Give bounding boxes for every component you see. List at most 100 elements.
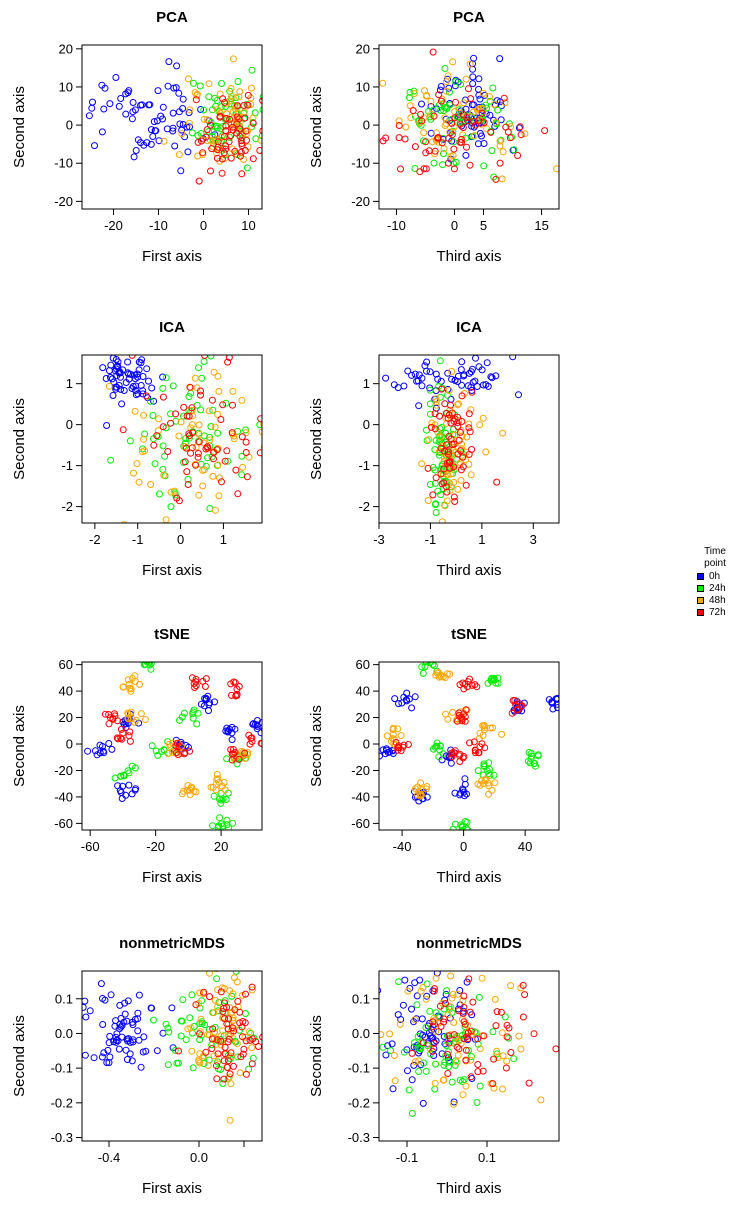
point-24h [107,456,115,464]
point-72h [238,142,246,150]
point-72h [224,358,232,366]
point-0h [138,101,146,109]
point-72h [265,145,271,151]
point-0h [84,747,92,755]
point-24h [197,406,205,414]
point-24h [214,429,222,437]
point-24h [426,400,434,408]
point-0h [184,148,192,156]
point-0h [423,358,431,366]
point-72h [463,143,470,151]
point-72h [513,706,521,713]
point-48h [396,1020,404,1028]
point-48h [230,432,238,440]
point-72h [242,990,249,998]
point-48h [160,471,168,479]
point-48h [213,971,219,973]
point-72h [460,685,468,693]
point-48h [433,129,440,137]
point-72h [473,683,481,691]
point-72h [429,48,437,56]
y-tick-label: 0 [66,737,73,752]
point-24h [528,752,536,760]
point-72h [192,461,200,469]
point-0h [153,1047,161,1055]
point-24h [431,662,438,670]
point-48h [209,472,217,480]
point-72h [493,478,501,486]
point-72h [259,127,262,135]
point-24h [481,763,489,771]
point-72h [516,123,524,131]
point-48h [431,1079,439,1087]
point-0h [132,785,140,793]
point-24h [265,118,271,124]
point-72h [200,988,208,996]
point-24h [442,103,450,111]
point-24h [427,410,434,418]
point-0h [145,377,152,385]
point-72h [460,753,468,760]
point-72h [231,147,239,155]
point-0h [159,103,167,111]
point-72h [218,155,226,163]
point-0h [152,127,160,135]
point-0h [123,1056,131,1063]
point-0h [433,971,441,977]
point-72h [220,1075,228,1083]
point-0h [107,991,115,999]
point-0h [125,375,133,383]
point-72h [455,1045,463,1053]
point-48h [387,737,395,745]
point-48h [236,1069,244,1077]
point-24h [185,434,193,442]
point-72h [159,423,167,431]
point-48h [491,779,499,787]
point-0h [454,78,462,86]
point-72h [460,1035,468,1043]
point-48h [370,117,376,123]
point-24h [494,106,502,114]
point-0h [91,142,98,150]
points [82,971,262,1124]
point-0h [135,358,143,366]
point-0h [391,695,399,703]
point-48h [391,1077,399,1085]
point-24h [411,1039,418,1047]
point-0h [480,140,488,147]
point-24h [464,1047,472,1054]
point-0h [135,366,143,374]
scatter-panel-3: ICA -2 -1 0 1 -2 -1 0 1 First axis Second axis [11,319,263,579]
point-48h [211,996,219,1004]
point-72h [450,165,458,173]
point-0h [124,997,132,1005]
point-48h [450,1019,458,1026]
point-24h [459,1078,466,1085]
point-24h [202,462,210,470]
point-48h [469,108,477,116]
point-72h [480,1032,488,1040]
point-72h [213,1062,220,1070]
point-72h [460,1003,468,1011]
point-0h [105,740,113,747]
point-0h [382,374,390,382]
point-0h [122,110,130,118]
point-24h [161,452,169,460]
x-tick-label: -1 [132,532,144,547]
point-72h [444,414,452,422]
point-72h [438,385,446,393]
point-24h [446,101,454,109]
point-48h [180,787,187,795]
y-tick-label: 0.1 [352,991,370,1006]
point-72h [224,1057,232,1065]
point-72h [516,700,524,708]
point-72h [172,742,180,750]
point-72h [458,418,466,425]
point-72h [249,1035,256,1043]
point-48h [230,974,238,982]
point-0h [437,83,445,90]
point-24h [423,980,431,988]
point-48h [521,130,529,138]
point-72h [181,749,189,757]
point-48h [493,1047,501,1055]
